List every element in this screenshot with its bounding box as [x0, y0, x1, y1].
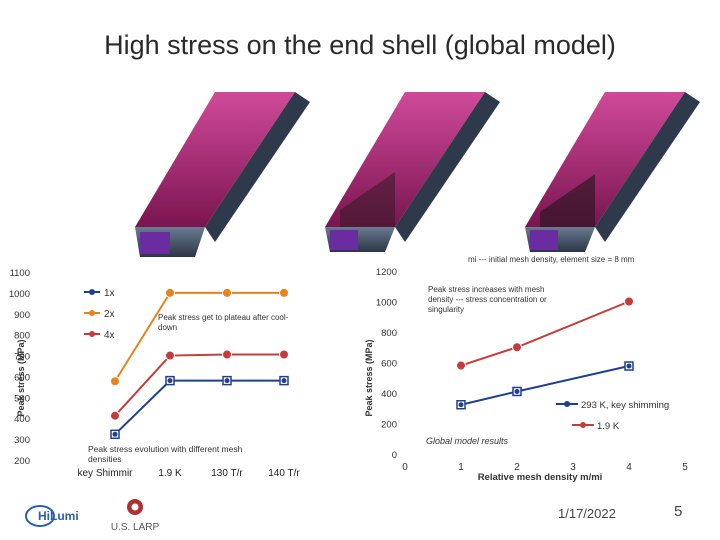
global-results-annotation: Global model results — [426, 436, 509, 446]
slide-title: High stress on the end shell (global mod… — [104, 30, 616, 60]
slide-page-number: 5 — [674, 503, 683, 520]
left-x-tick-label: 140 T/r — [268, 468, 300, 479]
left-legend-label: 2x — [104, 309, 115, 320]
right-point-0-dot — [458, 402, 464, 408]
caption-annotation-line2: densities — [88, 454, 122, 464]
left-legend-marker-1x — [89, 289, 95, 295]
left-point-2x — [165, 287, 175, 298]
singularity-annotation-line2: density --- stress concentration or — [428, 295, 547, 304]
right-y-axis-label: Peak stress (MPa) — [364, 339, 374, 416]
fem-model-renders — [135, 92, 700, 257]
left-point-4x — [279, 349, 289, 360]
left-point-1x-dot — [224, 378, 230, 384]
left-y-axis-label: Peak stress (MPa) — [16, 339, 26, 416]
left-y-tick-label: 200 — [14, 456, 30, 467]
singularity-annotation-line3: singularity — [428, 305, 464, 314]
left-point-2x — [110, 376, 120, 387]
left-point-4x — [165, 350, 175, 361]
left-point-2x — [222, 287, 232, 298]
model-render-4x — [525, 92, 700, 252]
left-series-line-4x — [114, 353, 284, 417]
right-point-1 — [456, 360, 466, 371]
left-point-2x — [279, 287, 289, 298]
left-y-tick-label: 900 — [14, 310, 30, 321]
left-y-tick-label: 1100 — [10, 268, 30, 279]
right-y-tick-label: 1000 — [376, 298, 397, 309]
chart-peak-stress-vs-mesh-density: 1200 1000 800 600 400 200 0 0 1 2 3 4 5 293 K, key … — [364, 255, 688, 483]
left-y-tick-label: 1000 — [9, 289, 30, 300]
us-larp-logo-text: U.S. LARP — [111, 522, 160, 533]
right-x-axis-label: Relative mesh density m/mi — [478, 472, 603, 483]
slide-date: 1/17/2022 — [558, 506, 616, 521]
singularity-annotation-line1: Peak stress increases with mesh — [428, 285, 545, 294]
left-x-tick-label: key Shimmir — [77, 468, 133, 479]
right-series-line-1 — [460, 300, 630, 367]
hilumi-logo-text: HiLumi — [38, 509, 79, 523]
left-point-4x — [110, 410, 120, 421]
left-x-tick-label: 1.9 K — [158, 468, 182, 479]
right-legend-marker-1 — [580, 422, 586, 428]
right-y-tick-label: 800 — [381, 328, 397, 339]
left-point-1x-dot — [281, 378, 287, 384]
chart-peak-stress-evolution: 1100 1000 900 800 700 600 500 400 300 200 key Shi… — [9, 268, 301, 479]
hilumi-logo: HiLumi — [25, 505, 79, 527]
left-y-tick-label: 700 — [14, 352, 30, 363]
right-y-tick-label: 0 — [392, 450, 397, 461]
left-y-tick-label: 400 — [14, 414, 30, 425]
us-larp-logo: U.S. LARP — [111, 499, 160, 533]
plateau-annotation-line1: Peak stress get to plateau after cool- — [158, 313, 289, 322]
left-legend-label: 1x — [104, 288, 115, 299]
left-legend-label: 4x — [104, 330, 115, 341]
right-x-tick-label: 4 — [626, 462, 632, 473]
right-y-tick-label: 600 — [381, 359, 397, 370]
right-x-tick-label: 0 — [402, 462, 408, 473]
right-legend-label: 293 K, key shimming — [581, 400, 669, 411]
right-point-1 — [624, 296, 634, 307]
caption-annotation-line1: Peak stress evolution with different mes… — [88, 444, 243, 454]
right-x-tick-label: 1 — [458, 462, 464, 473]
left-y-tick-label: 800 — [14, 331, 30, 342]
right-x-tick-label: 3 — [570, 462, 576, 473]
left-point-4x — [222, 349, 232, 360]
left-x-tick-label: 130 T/r — [211, 468, 243, 479]
mesh-note-annotation: mi --- initial mesh density, element siz… — [468, 255, 635, 264]
model-render-2x — [325, 92, 500, 252]
right-y-tick-label: 200 — [381, 420, 397, 431]
right-legend-marker-0 — [564, 401, 570, 407]
right-y-tick-label: 400 — [381, 389, 397, 400]
left-point-1x-dot — [167, 378, 173, 384]
left-legend-marker-4x — [89, 331, 95, 337]
right-series-line-0 — [460, 365, 630, 406]
model-render-1x — [135, 92, 310, 257]
left-y-tick-label: 600 — [14, 372, 30, 383]
plateau-annotation-line2: down — [158, 323, 177, 332]
left-legend-marker-2x — [89, 310, 95, 316]
right-point-0-dot — [626, 363, 632, 369]
left-point-1x-dot — [112, 431, 118, 437]
right-x-tick-label: 5 — [682, 462, 688, 473]
right-x-tick-label: 2 — [514, 462, 520, 473]
right-point-1 — [512, 342, 522, 353]
left-series-line-1x — [114, 379, 284, 436]
left-y-tick-label: 500 — [14, 393, 30, 404]
left-y-tick-label: 300 — [14, 435, 30, 446]
right-legend-label: 1.9 K — [597, 421, 620, 432]
right-point-0-dot — [514, 388, 520, 394]
right-y-tick-label: 1200 — [376, 267, 397, 278]
left-series-line-2x — [114, 291, 284, 382]
